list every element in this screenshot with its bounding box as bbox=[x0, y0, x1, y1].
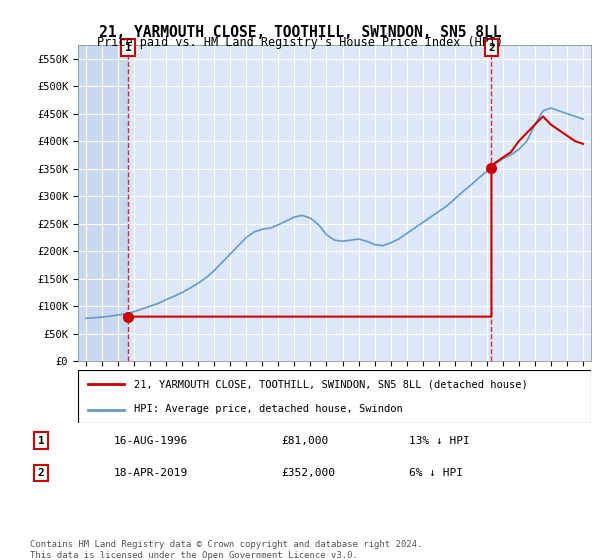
Text: HPI: Average price, detached house, Swindon: HPI: Average price, detached house, Swin… bbox=[134, 404, 403, 414]
Text: £352,000: £352,000 bbox=[281, 468, 335, 478]
Text: Contains HM Land Registry data © Crown copyright and database right 2024.
This d: Contains HM Land Registry data © Crown c… bbox=[30, 540, 422, 560]
Text: 13% ↓ HPI: 13% ↓ HPI bbox=[409, 436, 470, 446]
Text: 6% ↓ HPI: 6% ↓ HPI bbox=[409, 468, 463, 478]
Bar bbox=[78, 45, 128, 361]
Text: 1: 1 bbox=[38, 436, 44, 446]
Text: 1: 1 bbox=[125, 43, 131, 53]
Text: 21, YARMOUTH CLOSE, TOOTHILL, SWINDON, SN5 8LL (detached house): 21, YARMOUTH CLOSE, TOOTHILL, SWINDON, S… bbox=[134, 380, 528, 390]
Text: 21, YARMOUTH CLOSE, TOOTHILL, SWINDON, SN5 8LL: 21, YARMOUTH CLOSE, TOOTHILL, SWINDON, S… bbox=[99, 25, 501, 40]
Text: 16-AUG-1996: 16-AUG-1996 bbox=[114, 436, 188, 446]
Text: 2: 2 bbox=[38, 468, 44, 478]
Text: Price paid vs. HM Land Registry's House Price Index (HPI): Price paid vs. HM Land Registry's House … bbox=[97, 36, 503, 49]
Text: £81,000: £81,000 bbox=[281, 436, 328, 446]
Text: 2: 2 bbox=[488, 43, 495, 53]
FancyBboxPatch shape bbox=[78, 370, 591, 423]
Text: 18-APR-2019: 18-APR-2019 bbox=[114, 468, 188, 478]
